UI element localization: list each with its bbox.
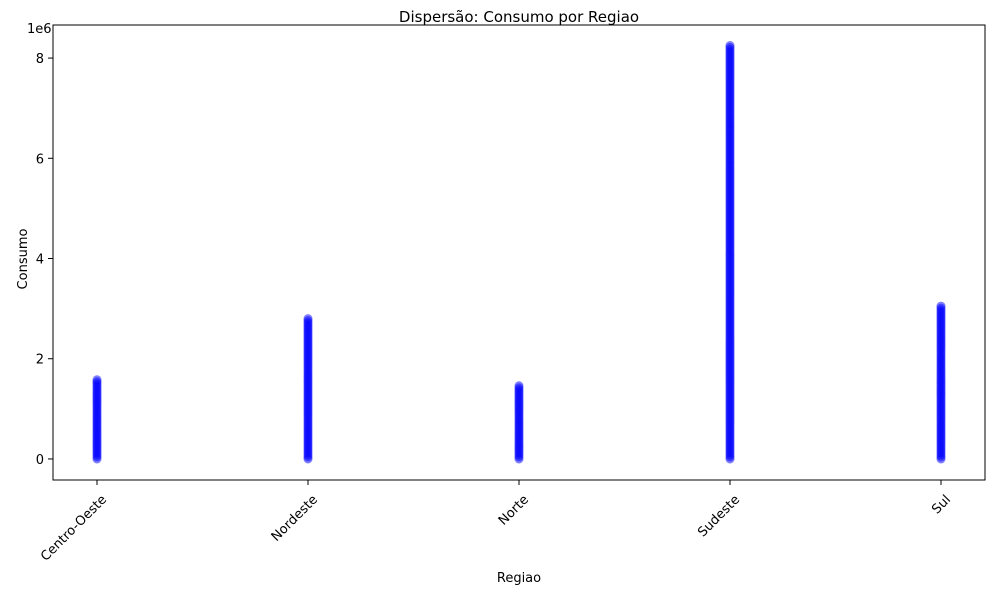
scatter-point — [514, 381, 524, 391]
x-axis-title: Regiao — [497, 571, 541, 586]
scatter-point — [725, 41, 735, 51]
x-tick-label: Sudeste — [695, 492, 743, 540]
y-axis-multiplier: 1e6 — [27, 22, 52, 37]
x-tick-label: Sul — [929, 492, 954, 517]
y-tick-label: 6 — [36, 152, 44, 167]
scatter-point — [303, 314, 313, 324]
y-tick-label: 2 — [36, 353, 44, 368]
y-tick-label: 8 — [36, 52, 44, 67]
y-axis: 0 2 4 6 8 — [36, 52, 53, 468]
scatter-point — [936, 301, 946, 311]
x-tick-label: Nordeste — [269, 492, 321, 544]
x-tick-label: Norte — [496, 492, 532, 528]
y-axis-title: Consumo — [16, 229, 31, 290]
scatter-point — [92, 375, 102, 385]
x-axis: Centro-Oeste Nordeste Norte Sudeste Sul — [38, 480, 954, 564]
y-tick-label: 0 — [36, 453, 44, 468]
y-tick-label: 4 — [36, 253, 44, 268]
x-tick-label: Centro-Oeste — [38, 492, 110, 564]
chart-title: Dispersão: Consumo por Regiao — [399, 8, 639, 26]
points-layer — [92, 41, 946, 464]
